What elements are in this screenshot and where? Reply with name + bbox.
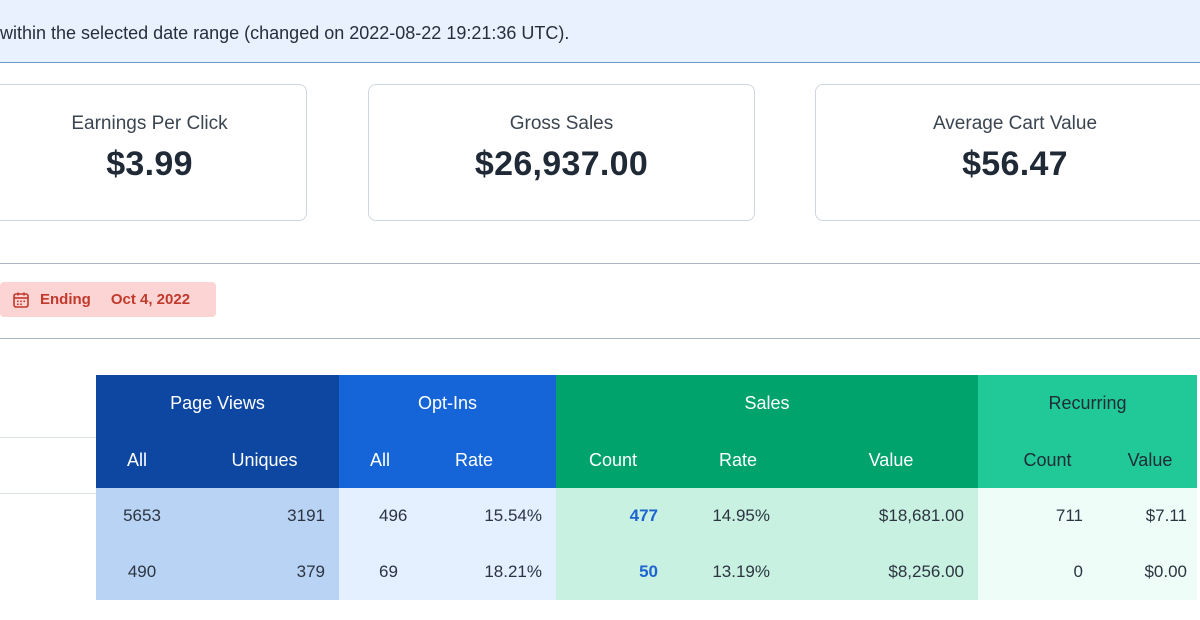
column-header-sales-rate[interactable]: Rate <box>680 432 804 488</box>
cell-pv-uniques: 379 <box>200 544 339 600</box>
card-label: Gross Sales <box>509 113 614 134</box>
group-header-page-views: Page Views <box>96 375 339 432</box>
cell-oi-rate: 15.54% <box>441 488 556 544</box>
notice-text: within the selected date range (changed … <box>0 23 570 43</box>
cell-rec-count: 711 <box>978 488 1107 544</box>
table-row: 5653 3191 496 15.54% 477 14.95% $18,681.… <box>96 488 1197 544</box>
card-value: $3.99 <box>106 145 193 183</box>
group-header-opt-ins: Opt-Ins <box>339 375 556 432</box>
section-divider <box>0 263 1200 264</box>
section-divider <box>0 338 1200 339</box>
cell-sales-rate: 13.19% <box>680 544 804 600</box>
date-range-notice: within the selected date range (changed … <box>0 0 1200 63</box>
cell-pv-all: 5653 <box>96 488 200 544</box>
card-label: Average Cart Value <box>932 113 1098 134</box>
earnings-per-click-card: Earnings Per Click $3.99 <box>0 84 307 221</box>
column-header-rec-value[interactable]: Value <box>1107 432 1197 488</box>
column-header-rec-count[interactable]: Count <box>978 432 1107 488</box>
column-header-oi-rate[interactable]: Rate <box>441 432 556 488</box>
cell-rec-value: $7.11 <box>1107 488 1197 544</box>
stats-table: Page Views Opt-Ins Sales Recurring All U… <box>96 375 1197 600</box>
group-header-recurring: Recurring <box>978 375 1197 432</box>
average-cart-value-card: Average Cart Value $56.47 <box>815 84 1200 221</box>
sales-count-link[interactable]: 50 <box>639 562 658 581</box>
cell-sales-value: $8,256.00 <box>804 544 978 600</box>
cell-sales-rate: 14.95% <box>680 488 804 544</box>
sales-count-link[interactable]: 477 <box>629 506 658 525</box>
card-value: $56.47 <box>962 145 1068 183</box>
group-header-sales: Sales <box>556 375 978 432</box>
card-label: Earnings Per Click <box>71 113 228 134</box>
column-header-sales-count[interactable]: Count <box>556 432 680 488</box>
cell-pv-uniques: 3191 <box>200 488 339 544</box>
badge-date: Oct 4, 2022 <box>110 291 191 308</box>
column-header-pv-uniques[interactable]: Uniques <box>200 432 339 488</box>
row-divider <box>0 437 96 438</box>
cell-rec-count: 0 <box>978 544 1107 600</box>
gross-sales-card: Gross Sales $26,937.00 <box>368 84 755 221</box>
cell-oi-all: 496 <box>339 488 441 544</box>
row-divider <box>0 493 96 494</box>
cell-oi-all: 69 <box>339 544 441 600</box>
column-header-pv-all[interactable]: All <box>96 432 200 488</box>
cell-pv-all: 490 <box>96 544 200 600</box>
badge-label: Ending <box>40 291 91 308</box>
column-header-oi-all[interactable]: All <box>339 432 441 488</box>
table-row: 490 379 69 18.21% 50 13.19% $8,256.00 0 … <box>96 544 1197 600</box>
cell-oi-rate: 18.21% <box>441 544 556 600</box>
card-value: $26,937.00 <box>474 145 649 183</box>
cell-rec-value: $0.00 <box>1107 544 1197 600</box>
calendar-icon <box>13 292 29 308</box>
column-header-sales-value[interactable]: Value <box>804 432 978 488</box>
cell-sales-value: $18,681.00 <box>804 488 978 544</box>
ending-date-badge: Ending Oct 4, 2022 <box>0 282 216 317</box>
